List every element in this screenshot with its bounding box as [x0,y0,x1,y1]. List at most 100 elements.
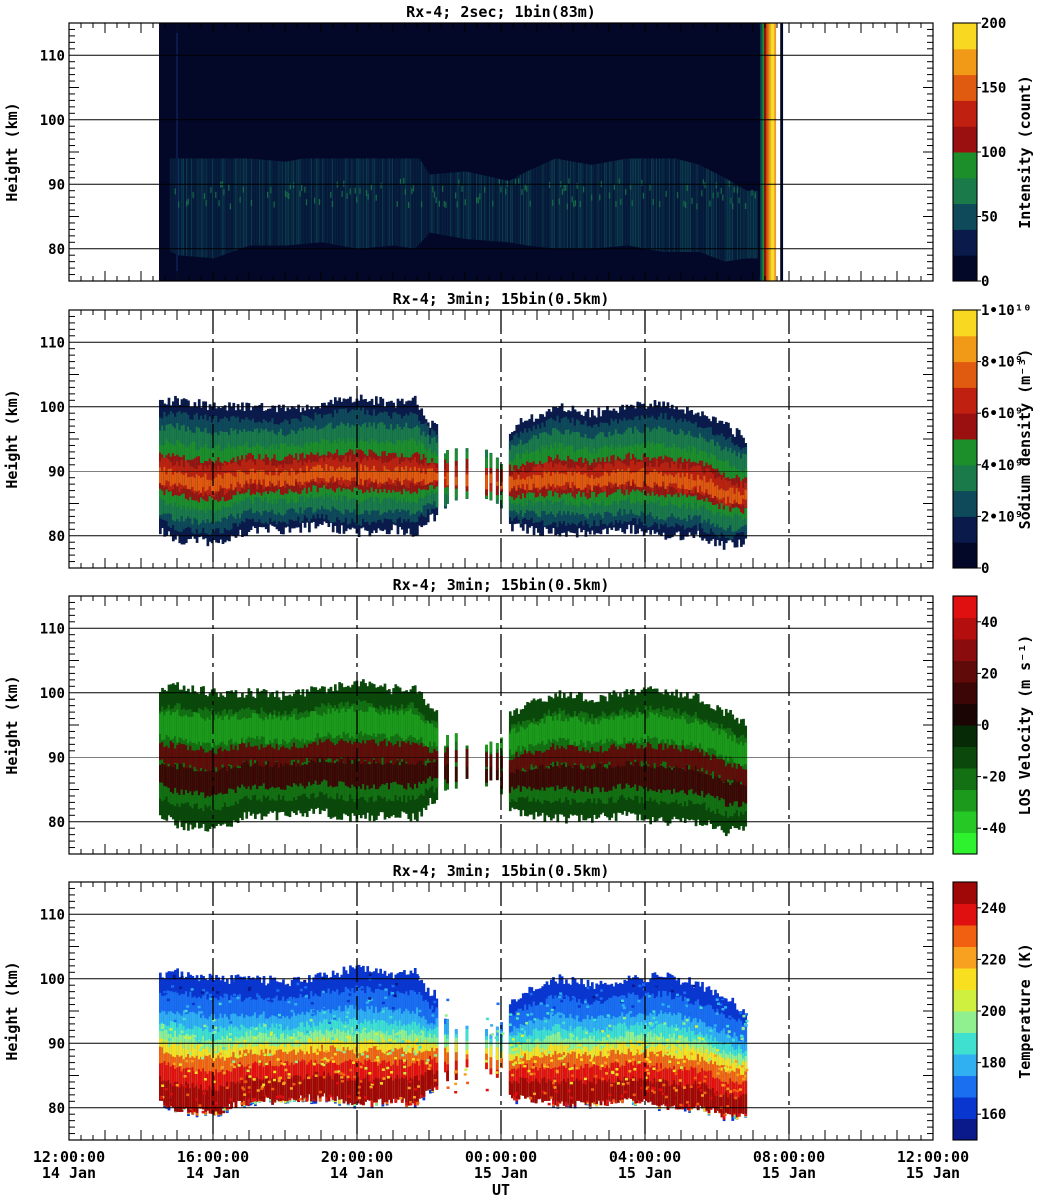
data-column [290,716,294,740]
data-column [422,468,426,480]
data-column [547,749,551,767]
intensity-streak [484,186,486,193]
colorbar-swatch [953,639,977,661]
intensity-streak [317,158,319,243]
data-column [189,716,192,742]
data-column [277,750,281,768]
data-column [364,761,367,790]
data-column [200,717,203,746]
intensity-streak [722,194,724,201]
data-column [640,745,644,761]
data-column [359,760,363,789]
data-column [161,763,164,783]
data-column [692,722,696,747]
data-column [286,760,290,786]
data-column [731,767,735,780]
data-column [454,733,458,742]
intensity-streak [568,160,570,249]
data-column [742,495,745,499]
intensity-streak [733,183,735,261]
intensity-streak [255,159,257,246]
data-column [264,764,268,789]
data-column [413,743,417,766]
dawn-edge [764,23,767,281]
data-column [735,768,739,782]
data-column [290,765,294,787]
data-column [243,472,246,485]
data-column [513,469,516,489]
data-column [595,751,599,768]
intensity-streak [506,180,509,243]
intensity-streak [331,200,334,207]
intensity-streak [221,158,223,256]
data-column [197,767,201,796]
dawn-edge [760,23,763,281]
intensity-streak [518,178,520,185]
intensity-streak [242,158,244,248]
data-column [591,769,594,794]
intensity-streak [279,161,282,246]
data-column [383,714,387,734]
data-column [627,743,631,762]
data-column [701,724,704,749]
data-column [599,763,603,793]
data-column [314,761,318,781]
data-column [279,472,283,488]
data-column [303,472,307,483]
data-column [305,1074,309,1098]
intensity-streak [414,158,416,249]
data-column [562,763,566,788]
data-column [537,763,540,790]
data-column [161,1081,164,1101]
data-column [642,748,646,764]
data-column [744,742,748,765]
data-column [545,767,549,788]
data-column [180,1084,184,1112]
intensity-streak [652,199,654,206]
data-column [541,467,545,488]
intensity-streak [459,171,462,239]
colorbar-tick-label: 150 [981,81,1006,97]
data-column [292,742,296,760]
data-column [699,772,702,796]
intensity-streak [649,184,651,191]
intensity-streak [270,160,272,246]
data-column [489,473,493,484]
data-column [696,771,700,796]
colorbar-tick-label: 20 [981,666,998,682]
data-column [495,481,499,486]
data-column [217,474,221,492]
data-column [171,1064,175,1105]
data-column [632,715,635,738]
data-column [519,726,523,752]
data-column [742,745,745,766]
intensity-streak [263,159,266,246]
data-column [500,737,503,750]
data-column [241,1080,244,1107]
data-column [625,470,629,482]
data-column [619,746,622,768]
intensity-streak [712,192,714,199]
data-column [284,1061,287,1100]
data-column [325,739,329,760]
data-column [368,470,372,479]
intensity-streak [416,158,418,248]
data-column [735,781,739,802]
data-column [370,707,374,737]
data-column [286,748,290,765]
data-column [673,464,676,489]
data-column [390,763,393,783]
data-column [567,744,570,766]
data-column [202,1090,205,1110]
data-column [495,743,499,750]
data-column [737,491,741,505]
data-column [362,740,365,764]
intensity-streak [686,184,688,191]
intensity-streak [307,158,309,244]
intensity-streak [262,159,264,246]
data-column [368,740,372,762]
data-column [683,476,687,490]
data-column [370,739,374,765]
intensity-streak [184,158,186,256]
